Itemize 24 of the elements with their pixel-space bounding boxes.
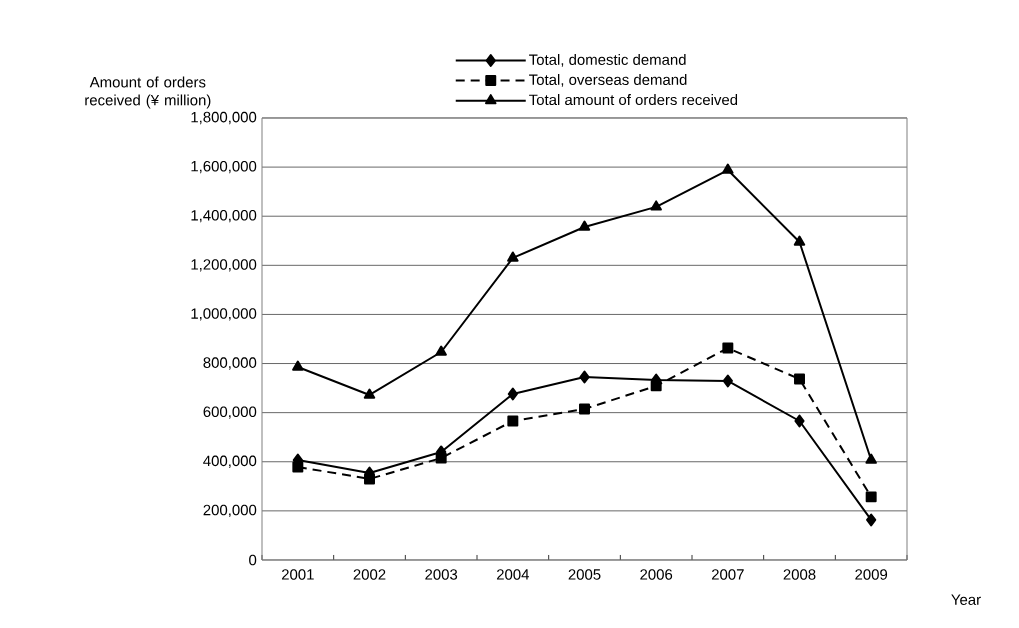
- x-tick-label: 2002: [353, 569, 386, 580]
- y-tick-label: 800,000: [203, 357, 257, 370]
- y-tick-label: 200,000: [203, 504, 257, 518]
- y-tick-label: 1,600,000: [191, 160, 257, 174]
- legend-label: Total, domestic demand: [529, 53, 686, 67]
- y-tick-label: 600,000: [203, 406, 257, 419]
- x-tick-label: 2005: [568, 569, 601, 580]
- x-tick-label: 2004: [496, 569, 530, 580]
- y-axis-title: Amount of orders received (¥ million): [85, 76, 211, 109]
- x-tick-label: 2006: [640, 569, 673, 580]
- legend-label: Total, overseas demand: [529, 74, 687, 87]
- x-tick-label: 2003: [425, 569, 458, 580]
- y-tick-label: 1,800,000: [191, 111, 257, 125]
- y-tick-label: 1,000,000: [191, 308, 257, 321]
- x-tick-label: 2008: [783, 569, 816, 580]
- x-tick-label: 2009: [855, 569, 888, 580]
- y-tick-label: 400,000: [203, 455, 257, 468]
- legend-label: Total amount of orders received: [529, 94, 738, 106]
- y-tick-label: 0: [249, 554, 257, 566]
- y-tick-label: 1,200,000: [191, 259, 257, 272]
- x-tick-label: 2001: [281, 569, 314, 580]
- x-axis-title: Year: [951, 594, 981, 605]
- x-tick-label: 2007: [711, 569, 744, 580]
- y-tick-label: 1,400,000: [191, 210, 257, 223]
